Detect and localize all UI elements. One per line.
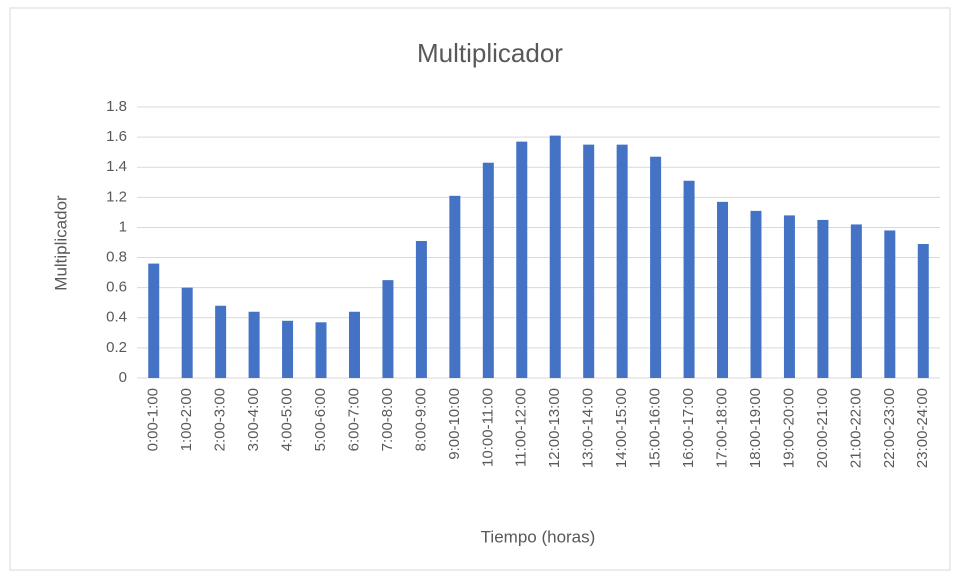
bar (148, 263, 160, 378)
x-tick-label: 0:00-1:00 (145, 388, 162, 451)
x-tick-label: 9:00-10:00 (446, 388, 463, 460)
x-tick-label: 20:00-21:00 (814, 388, 831, 468)
y-tick-label: 0 (119, 369, 127, 386)
bar (449, 195, 461, 378)
x-tick-label: 5:00-6:00 (312, 388, 329, 451)
bar (884, 230, 896, 378)
bar (817, 219, 829, 378)
x-tick-label: 1:00-2:00 (178, 388, 195, 451)
x-tick-label: 7:00-8:00 (379, 388, 396, 451)
x-tick-label: 17:00-18:00 (713, 388, 730, 468)
bar (583, 144, 595, 378)
x-tick-label: 10:00-11:00 (479, 388, 496, 467)
x-tick-label: 18:00-19:00 (747, 388, 764, 468)
x-tick-label: 3:00-4:00 (245, 388, 262, 451)
x-tick-label: 4:00-5:00 (279, 388, 296, 451)
y-tick-label: 1.6 (106, 128, 127, 145)
bar (683, 180, 695, 378)
bar (482, 162, 494, 378)
bar (348, 311, 360, 378)
x-axis-title: Tiempo (horas) (481, 527, 596, 546)
bar (917, 244, 929, 378)
bar (248, 311, 260, 378)
y-tick-label: 1.2 (106, 188, 127, 205)
bar (215, 305, 227, 378)
bar (282, 320, 294, 378)
bar (315, 322, 327, 378)
x-tick-label: 21:00-22:00 (847, 388, 864, 468)
y-tick-label: 1 (119, 218, 127, 235)
x-tick-label: 23:00-24:00 (914, 388, 931, 468)
x-tick-label: 6:00-7:00 (345, 388, 362, 451)
x-tick-label: 12:00-13:00 (546, 388, 563, 468)
bar (616, 144, 628, 378)
bar (750, 210, 762, 378)
chart-title: Multiplicador (417, 38, 563, 68)
bar (415, 240, 427, 378)
y-tick-label: 0.6 (106, 279, 127, 296)
x-tick-label: 2:00-3:00 (212, 388, 229, 451)
y-tick-label: 1.4 (106, 158, 127, 175)
x-tick-label: 13:00-14:00 (580, 388, 597, 468)
x-tick-label: 8:00-9:00 (412, 388, 429, 451)
x-tick-label: 11:00-12:00 (513, 388, 530, 467)
y-tick-label: 0.4 (106, 309, 127, 326)
x-tick-label: 15:00-16:00 (647, 388, 664, 468)
bar (382, 280, 394, 378)
bar (516, 141, 528, 378)
x-tick-label: 14:00-15:00 (613, 388, 630, 468)
y-tick-label: 1.8 (106, 98, 127, 115)
bar (549, 135, 561, 378)
bar (650, 156, 662, 378)
bar (850, 224, 862, 378)
x-tick-label: 16:00-17:00 (680, 388, 697, 468)
x-tick-label: 22:00-23:00 (881, 388, 898, 468)
y-axis-title: Multiplicador (51, 195, 70, 291)
bar (717, 201, 729, 378)
bar (783, 215, 795, 378)
x-tick-label: 19:00-20:00 (780, 388, 797, 468)
y-tick-label: 0.2 (106, 339, 127, 356)
y-tick-label: 0.8 (106, 249, 127, 266)
bar (181, 287, 193, 378)
